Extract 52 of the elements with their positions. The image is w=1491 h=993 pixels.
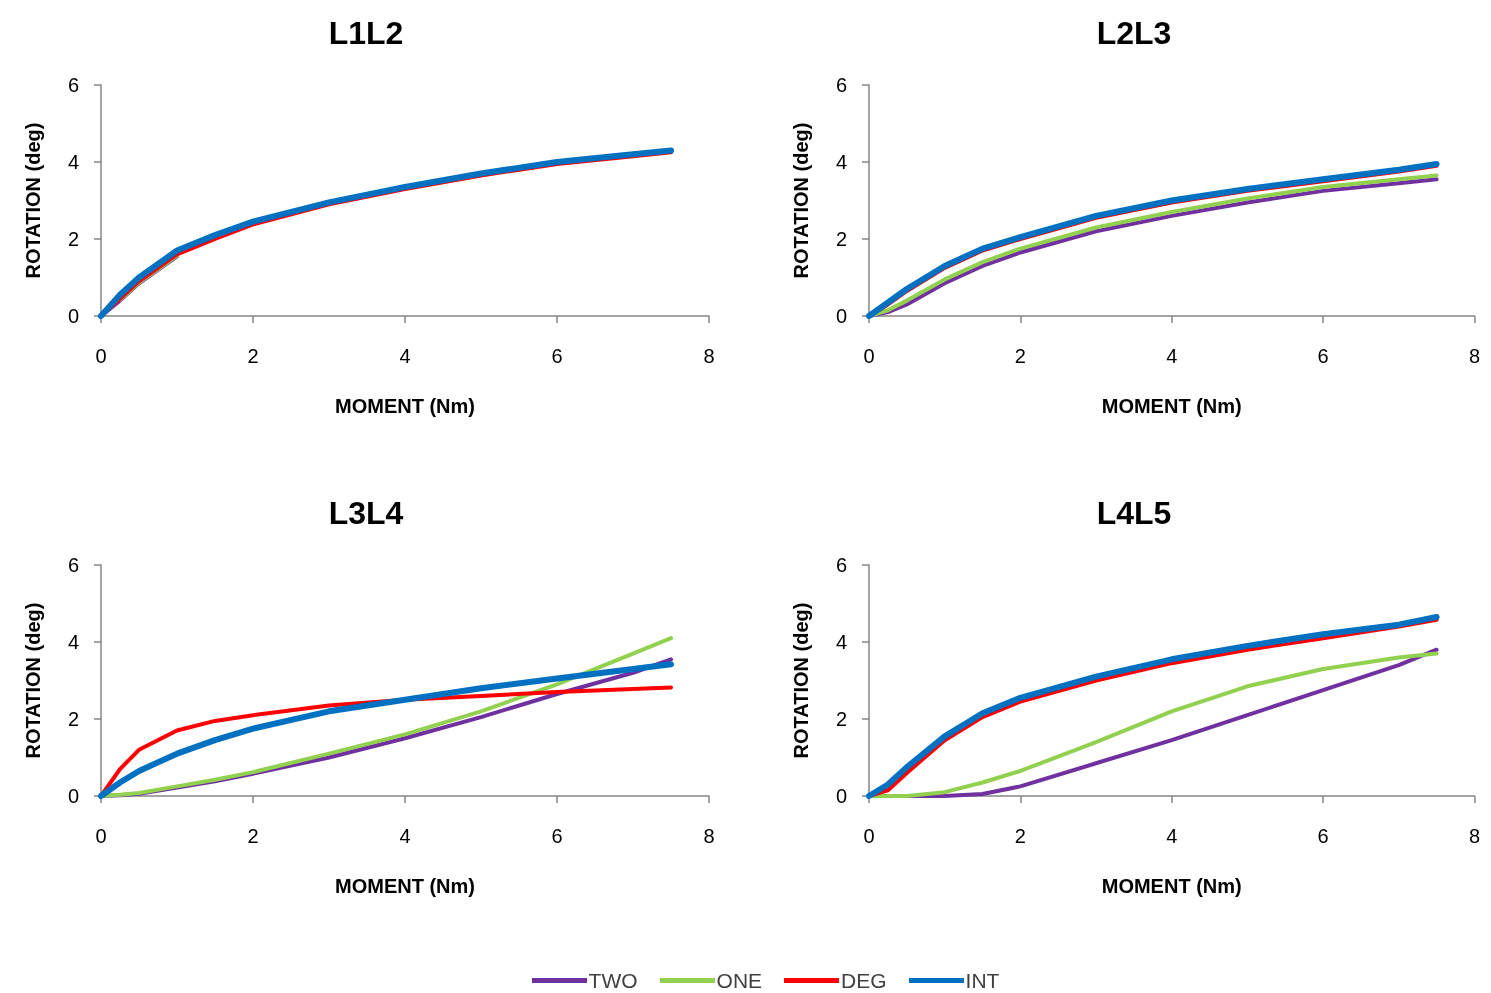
y-tick-label: 6 xyxy=(67,554,79,576)
chart-title: L1L2 xyxy=(328,15,404,51)
x-tick-label: 4 xyxy=(399,825,411,847)
x-tick-label: 2 xyxy=(247,825,259,847)
x-tick-label: 2 xyxy=(247,345,259,367)
x-tick-label: 2 xyxy=(1014,825,1026,847)
x-tick-label: 6 xyxy=(551,825,563,847)
x-tick-label: 6 xyxy=(551,345,563,367)
x-tick-label: 4 xyxy=(399,345,411,367)
y-axis-title: ROTATION (deg) xyxy=(22,602,44,759)
x-tick-label: 8 xyxy=(1468,825,1480,847)
x-tick-label: 0 xyxy=(95,345,107,367)
y-tick-label: 4 xyxy=(835,631,847,653)
x-axis-title: MOMENT (Nm) xyxy=(335,395,475,417)
y-tick-label: 2 xyxy=(835,708,847,730)
legend-label: ONE xyxy=(716,968,763,993)
x-tick-label: 0 xyxy=(863,345,875,367)
x-tick-label: 0 xyxy=(95,825,107,847)
y-axis-title: ROTATION (deg) xyxy=(790,122,812,279)
x-axis-title: MOMENT (Nm) xyxy=(1101,395,1242,417)
y-tick-label: 0 xyxy=(835,785,847,807)
y-tick-label: 0 xyxy=(835,305,847,327)
y-tick-label: 4 xyxy=(835,151,847,173)
chart-title: L3L4 xyxy=(328,495,404,531)
x-axis-title: MOMENT (Nm) xyxy=(335,875,475,897)
x-tick-label: 6 xyxy=(1317,825,1329,847)
x-tick-label: 4 xyxy=(1166,345,1178,367)
x-tick-label: 4 xyxy=(1166,825,1178,847)
y-axis-title: ROTATION (deg) xyxy=(790,602,812,759)
y-axis-title: ROTATION (deg) xyxy=(22,122,44,279)
y-tick-label: 6 xyxy=(67,74,79,96)
y-tick-label: 0 xyxy=(67,305,79,327)
x-axis-title: MOMENT (Nm) xyxy=(1101,875,1242,897)
chart-title: L2L3 xyxy=(1096,15,1172,51)
y-tick-label: 0 xyxy=(67,785,79,807)
x-tick-label: 6 xyxy=(1317,345,1329,367)
y-tick-label: 4 xyxy=(67,631,79,653)
y-tick-label: 2 xyxy=(67,228,79,250)
y-tick-label: 6 xyxy=(835,74,847,96)
y-tick-label: 2 xyxy=(835,228,847,250)
x-tick-label: 0 xyxy=(863,825,875,847)
x-tick-label: 2 xyxy=(1014,345,1026,367)
x-tick-label: 8 xyxy=(1468,345,1480,367)
y-tick-label: 2 xyxy=(67,708,79,730)
x-tick-label: 8 xyxy=(703,825,715,847)
legend-label: DEG xyxy=(841,968,887,993)
legend-label: TWO xyxy=(588,968,638,993)
legend-label: INT xyxy=(965,968,1000,993)
y-tick-label: 6 xyxy=(835,554,847,576)
y-tick-label: 4 xyxy=(67,151,79,173)
x-tick-label: 8 xyxy=(703,345,715,367)
chart-title: L4L5 xyxy=(1096,495,1172,531)
